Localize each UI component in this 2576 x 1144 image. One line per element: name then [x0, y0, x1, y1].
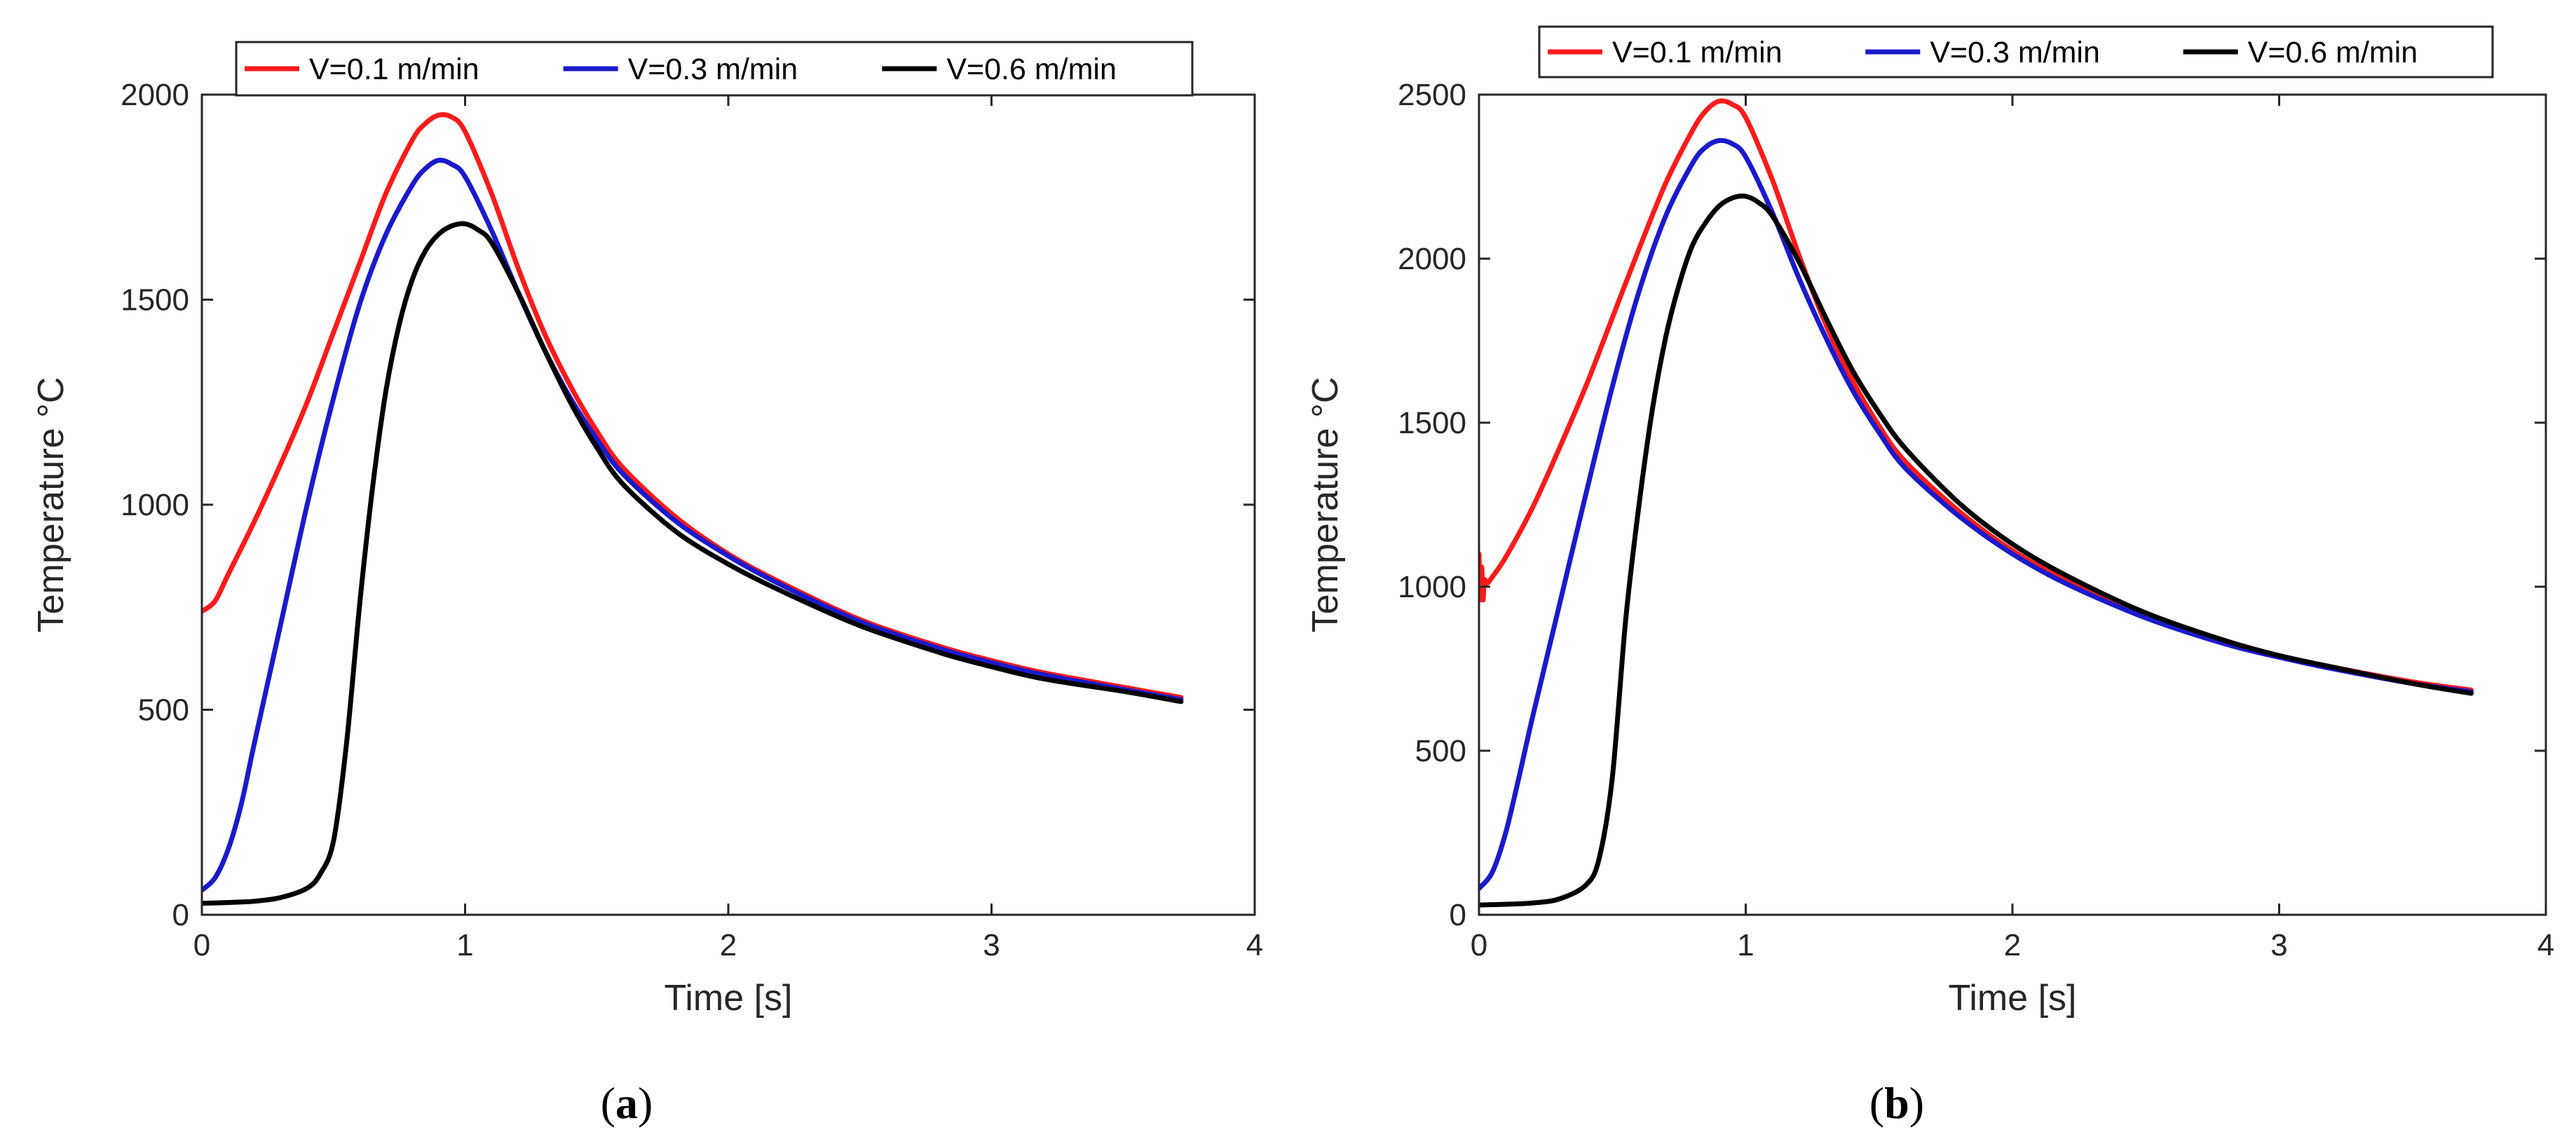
- legend-label-3: V=0.6 m/min: [946, 53, 1117, 86]
- x-tick-label: 1: [1737, 928, 1754, 962]
- y-tick-label: 2000: [1398, 242, 1466, 276]
- y-tick-label: 1500: [121, 283, 189, 318]
- legend: V=0.1 m/min V=0.3 m/min V=0.6 m/min: [1538, 25, 2494, 79]
- plot-area: [202, 95, 1255, 915]
- y-axis-label: Temperature °C: [1305, 377, 1346, 633]
- y-tick-label: 2000: [121, 78, 189, 112]
- x-tick-label: 4: [1246, 928, 1263, 962]
- x-tick-label: 3: [983, 928, 1000, 962]
- x-tick-label: 2: [720, 928, 737, 962]
- series-line-3: [1479, 193, 2474, 908]
- legend: V=0.1 m/min V=0.3 m/min V=0.6 m/min: [235, 41, 1194, 97]
- y-tick-label: 0: [172, 898, 189, 932]
- x-tick-label: 1: [456, 928, 473, 962]
- x-tick-label: 4: [2537, 928, 2554, 962]
- y-tick-label: 2500: [1398, 78, 1466, 112]
- legend-label-3: V=0.6 m/min: [2248, 36, 2418, 69]
- y-tick-label: 0: [1450, 898, 1466, 932]
- x-axis-label: Time [s]: [1949, 978, 2077, 1019]
- y-tick-label: 500: [138, 693, 189, 728]
- legend-label-2: V=0.3 m/min: [1930, 36, 2100, 69]
- series-line-2: [202, 157, 1184, 893]
- legend-box: [235, 41, 1194, 97]
- y-tick-label: 1000: [1398, 570, 1466, 604]
- y-tick-label: 500: [1415, 734, 1466, 768]
- x-tick-label: 3: [2270, 928, 2287, 962]
- chart-panel-b: 0 1 2 3 4 0 500 1000 1500 2000 2500 Time [s] Tempera…: [1305, 25, 2554, 1128]
- y-axis-label: Temperature °C: [31, 377, 71, 633]
- y-tick-label: 1500: [1398, 406, 1466, 440]
- legend-label-1: V=0.1 m/min: [1612, 36, 1783, 69]
- x-tick-label: 2: [2004, 928, 2021, 962]
- series-lines: [202, 112, 1184, 906]
- series-line-3: [202, 221, 1184, 906]
- legend-label-1: V=0.1 m/min: [309, 53, 479, 86]
- legend-box: [1538, 25, 2494, 79]
- series-lines: [1479, 98, 2474, 908]
- plot-area: [1479, 95, 2546, 915]
- panel-caption: (b): [1869, 1078, 1924, 1128]
- legend-label-2: V=0.3 m/min: [628, 53, 798, 86]
- panel-caption: (a): [601, 1078, 653, 1128]
- x-tick-label: 0: [1471, 928, 1487, 962]
- x-tick-label: 0: [193, 928, 210, 962]
- chart-panel-a: 0 1 2 3 4 0 500 1000 1500 2000 Time [s] Temperature…: [31, 41, 1263, 1128]
- series-line-2: [1479, 137, 2474, 892]
- y-tick-label: 1000: [121, 488, 189, 522]
- x-axis-label: Time [s]: [665, 978, 793, 1019]
